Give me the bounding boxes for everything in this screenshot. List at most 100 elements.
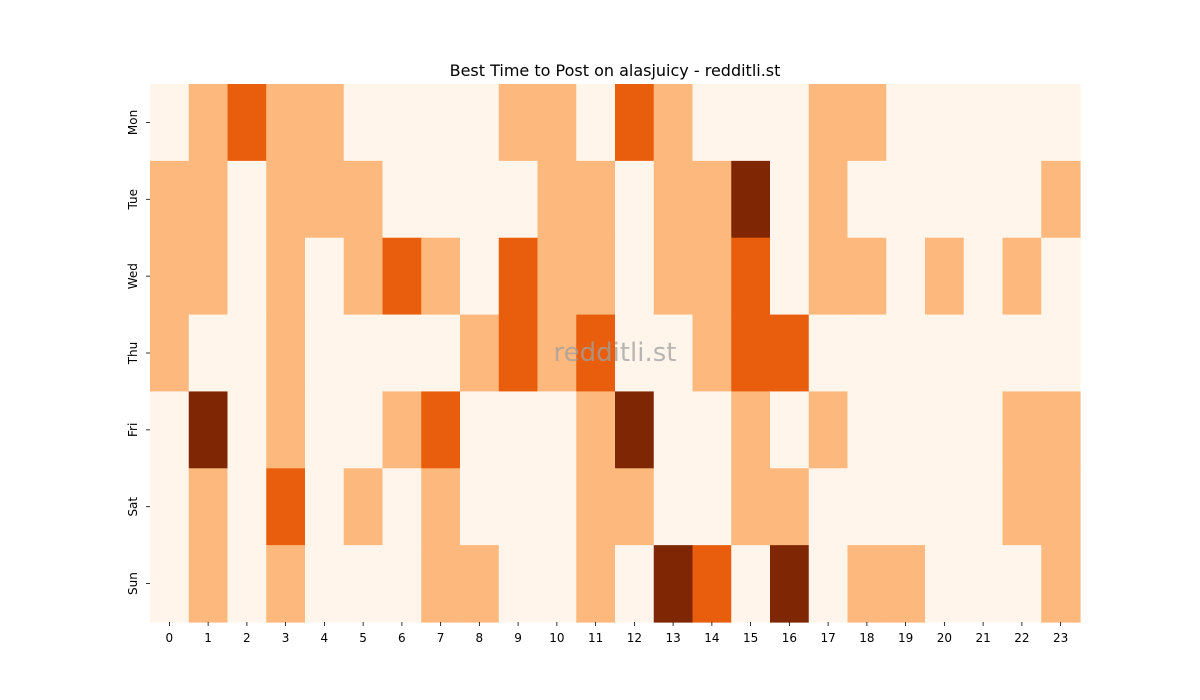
heatmap-cell-mon-1 <box>188 84 229 162</box>
heatmap-cell-fri-11 <box>576 391 616 469</box>
heatmap-cell-wed-2 <box>227 237 267 316</box>
heatmap-cell-sat-21 <box>963 468 1004 546</box>
heatmap-cell-wed-10 <box>537 237 577 316</box>
heatmap-cell-mon-2 <box>227 84 267 162</box>
heatmap-cell-fri-0 <box>150 391 190 469</box>
heatmap-cell-sun-11 <box>576 545 616 623</box>
heatmap-cell-thu-23 <box>1041 314 1081 393</box>
heatmap-cell-wed-1 <box>188 237 229 316</box>
x-tick-label: 13 <box>665 631 680 645</box>
x-tick-label: 18 <box>859 631 874 645</box>
heatmap-cell-tue-7 <box>421 160 461 239</box>
heatmap-cell-mon-15 <box>731 84 771 162</box>
heatmap-cell-tue-17 <box>808 160 849 239</box>
heatmap-cell-thu-11 <box>576 314 616 393</box>
heatmap-cell-sun-19 <box>886 545 926 623</box>
heatmap-cell-tue-23 <box>1041 160 1081 239</box>
heatmap-cell-wed-13 <box>653 237 694 316</box>
heatmap-cell-sun-20 <box>925 545 965 623</box>
heatmap-cell-sun-2 <box>227 545 267 623</box>
heatmap-cell-sat-11 <box>576 468 616 546</box>
heatmap-cell-mon-16 <box>770 84 810 162</box>
y-axis: Mon Tue Wed Thu Fri Sat Sun <box>126 110 150 595</box>
heatmap-cell-sat-6 <box>382 468 422 546</box>
heatmap-cell-wed-4 <box>305 237 345 316</box>
x-tick-label: 2 <box>243 631 251 645</box>
heatmap-cell-mon-14 <box>692 84 732 162</box>
heatmap-cell-sat-8 <box>460 468 500 546</box>
heatmap-cell-sun-14 <box>692 545 732 623</box>
heatmap-cell-tue-9 <box>498 160 539 239</box>
x-tick-label: 8 <box>476 631 484 645</box>
heatmap-cell-thu-13 <box>653 314 694 393</box>
x-tick-label: 5 <box>359 631 367 645</box>
x-tick-label: 20 <box>937 631 952 645</box>
heatmap-cell-tue-21 <box>963 160 1004 239</box>
heatmap-cell-sat-14 <box>692 468 732 546</box>
heatmap-cell-mon-4 <box>305 84 345 162</box>
x-tick-label: 14 <box>704 631 719 645</box>
heatmap-cell-wed-3 <box>266 237 306 316</box>
heatmap-cell-sat-22 <box>1002 468 1042 546</box>
heatmap-cell-sun-3 <box>266 545 306 623</box>
heatmap-cell-sat-19 <box>886 468 926 546</box>
heatmap-cell-sun-10 <box>537 545 577 623</box>
heatmap-cell-fri-3 <box>266 391 306 469</box>
heatmap-cell-thu-3 <box>266 314 306 393</box>
heatmap-cell-fri-16 <box>770 391 810 469</box>
heatmap-cell-sun-22 <box>1002 545 1042 623</box>
heatmap-cell-wed-9 <box>498 237 539 316</box>
heatmap-cell-thu-0 <box>150 314 190 393</box>
heatmap-cell-sun-5 <box>343 545 384 623</box>
y-tick-label: Tue <box>126 189 140 211</box>
heatmap-cell-tue-4 <box>305 160 345 239</box>
heatmap-cell-sun-7 <box>421 545 461 623</box>
heatmap-cell-thu-9 <box>498 314 539 393</box>
heatmap-cell-mon-0 <box>150 84 190 162</box>
x-tick-label: 12 <box>627 631 642 645</box>
x-tick-label: 17 <box>820 631 835 645</box>
heatmap-cell-sat-20 <box>925 468 965 546</box>
heatmap-cell-thu-7 <box>421 314 461 393</box>
heatmap-cell-fri-2 <box>227 391 267 469</box>
heatmap-cell-wed-20 <box>925 237 965 316</box>
x-tick-label: 23 <box>1053 631 1068 645</box>
heatmap-cell-thu-19 <box>886 314 926 393</box>
heatmap-cell-mon-22 <box>1002 84 1042 162</box>
heatmap-cell-fri-19 <box>886 391 926 469</box>
heatmap-cell-fri-21 <box>963 391 1004 469</box>
heatmap-cell-sat-3 <box>266 468 306 546</box>
heatmap-cell-wed-17 <box>808 237 849 316</box>
heatmap-cell-sun-13 <box>653 545 694 623</box>
heatmap-cell-fri-14 <box>692 391 732 469</box>
heatmap-cell-tue-11 <box>576 160 616 239</box>
x-tick-label: 4 <box>321 631 329 645</box>
heatmap-cell-tue-20 <box>925 160 965 239</box>
heatmap-cell-mon-5 <box>343 84 384 162</box>
heatmap-cell-mon-20 <box>925 84 965 162</box>
heatmap-cell-thu-17 <box>808 314 849 393</box>
y-tick-label: Sun <box>126 572 140 595</box>
heatmap-cell-tue-22 <box>1002 160 1042 239</box>
heatmap-cell-sat-1 <box>188 468 229 546</box>
heatmap-cell-sat-15 <box>731 468 771 546</box>
x-tick-label: 19 <box>898 631 913 645</box>
heatmap-cell-tue-10 <box>537 160 577 239</box>
heatmap-cell-mon-17 <box>808 84 849 162</box>
heatmap-cell-tue-2 <box>227 160 267 239</box>
heatmap-cell-sun-12 <box>615 545 655 623</box>
heatmap-cell-sat-0 <box>150 468 190 546</box>
heatmap-cell-fri-23 <box>1041 391 1081 469</box>
heatmap-cell-wed-11 <box>576 237 616 316</box>
heatmap-cell-wed-16 <box>770 237 810 316</box>
heatmap-cell-sat-2 <box>227 468 267 546</box>
heatmap-cell-sat-7 <box>421 468 461 546</box>
heatmap-cell-tue-3 <box>266 160 306 239</box>
heatmap-cell-mon-12 <box>615 84 655 162</box>
heatmap-cell-thu-5 <box>343 314 384 393</box>
heatmap-cell-tue-12 <box>615 160 655 239</box>
heatmap-cell-thu-14 <box>692 314 732 393</box>
heatmap-cell-sun-18 <box>847 545 887 623</box>
heatmap-cell-fri-9 <box>498 391 539 469</box>
